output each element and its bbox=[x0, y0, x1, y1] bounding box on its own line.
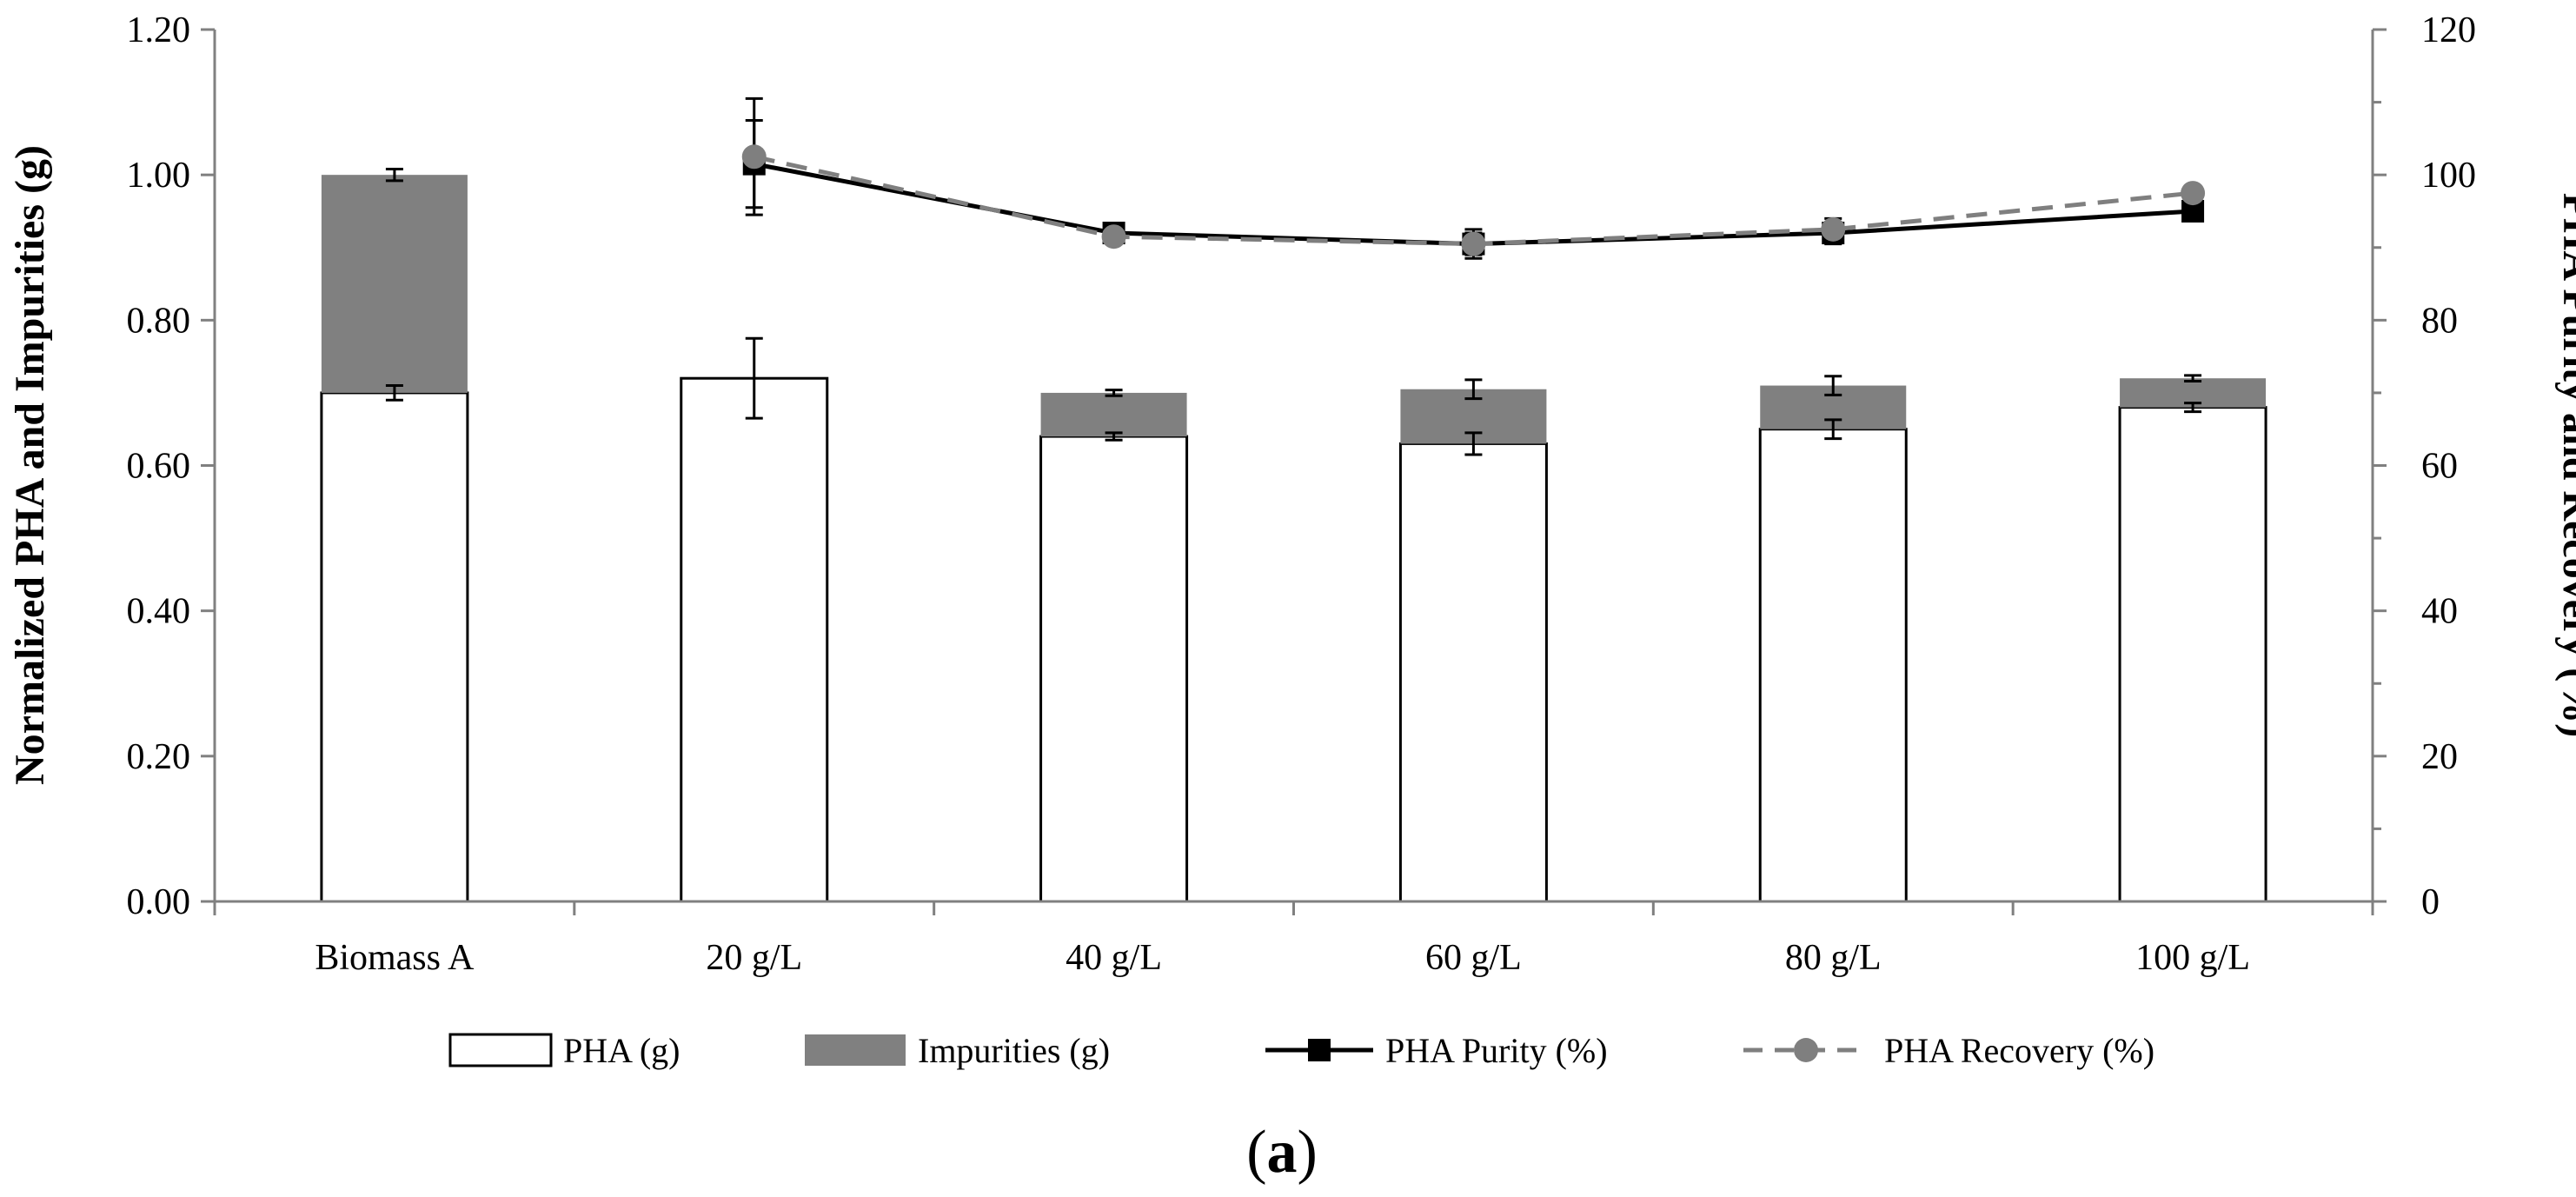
bar-pha-2 bbox=[1039, 435, 1189, 903]
error-pha-4 bbox=[1824, 418, 1842, 441]
error-pha-5 bbox=[2184, 402, 2202, 414]
point-recovery-1 bbox=[741, 144, 767, 170]
bar-impurities-0 bbox=[321, 175, 468, 393]
legend-marker-purity bbox=[1308, 1039, 1331, 1061]
left-y-axis-label: Normalized PHA and Impurities (g) bbox=[7, 145, 53, 785]
error-impurities-3 bbox=[1464, 378, 1483, 401]
point-recovery-5 bbox=[2181, 181, 2206, 206]
x-tick-label-4: 80 g/L bbox=[1785, 938, 1882, 978]
legend: PHA (g) Impurities (g) PHA Purity (%) PH… bbox=[448, 1031, 2154, 1070]
legend-label-recovery: PHA Recovery (%) bbox=[1884, 1031, 2154, 1070]
legend-swatch-pha bbox=[448, 1033, 553, 1067]
left-y-tick-label-5: 1.00 bbox=[127, 156, 191, 196]
error-pha-3 bbox=[1464, 431, 1483, 456]
bars-layer bbox=[320, 167, 2267, 903]
x-tick-label-2: 40 g/L bbox=[1066, 938, 1162, 978]
point-recovery-3 bbox=[1461, 231, 1486, 256]
right-y-tick-label-6: 120 bbox=[2421, 10, 2476, 50]
left-y-tick-label-0: 0.00 bbox=[127, 882, 191, 922]
error-pha-0 bbox=[385, 384, 403, 402]
panel-label: (a) bbox=[1246, 1119, 1318, 1186]
lines-layer bbox=[741, 96, 2206, 260]
ticks-layer: 0.00 0.20 0.40 0.60 0.80 1.00 1.20 0 20 40 60 80 100… bbox=[127, 10, 2477, 978]
left-y-tick-label-4: 0.80 bbox=[127, 301, 191, 341]
left-y-tick-label-2: 0.40 bbox=[127, 592, 191, 632]
error-pha-1 bbox=[745, 336, 763, 420]
axes-layer bbox=[213, 30, 2374, 903]
legend-marker-recovery bbox=[1794, 1038, 1818, 1062]
x-tick-label-0: Biomass A bbox=[315, 938, 475, 978]
error-impurities-2 bbox=[1105, 389, 1123, 397]
error-pha-2 bbox=[1105, 431, 1123, 442]
legend-label-purity: PHA Purity (%) bbox=[1385, 1031, 1608, 1070]
point-recovery-2 bbox=[1101, 224, 1126, 249]
x-tick-label-3: 60 g/L bbox=[1425, 938, 1522, 978]
error-impurities-4 bbox=[1824, 375, 1842, 396]
error-impurities-5 bbox=[2184, 374, 2202, 383]
x-tick-label-1: 20 g/L bbox=[706, 938, 802, 978]
bar-pha-3 bbox=[1398, 442, 1548, 903]
left-y-tick-label-3: 0.60 bbox=[127, 447, 191, 487]
bar-pha-4 bbox=[1758, 428, 1908, 903]
right-y-axis-label: PHA Purity and Recovery (%) bbox=[2554, 193, 2576, 738]
x-tick-label-5: 100 g/L bbox=[2135, 938, 2250, 978]
right-y-tick-label-1: 20 bbox=[2421, 737, 2458, 777]
right-y-tick-label-4: 80 bbox=[2421, 301, 2458, 341]
legend-label-pha: PHA (g) bbox=[563, 1031, 680, 1070]
bar-impurities-2 bbox=[1040, 392, 1187, 437]
left-y-tick-label-1: 0.20 bbox=[127, 737, 191, 777]
bar-pha-0 bbox=[320, 391, 469, 903]
right-y-tick-label-5: 100 bbox=[2421, 156, 2476, 196]
right-y-tick-label-0: 0 bbox=[2421, 882, 2440, 922]
right-y-tick-label-2: 40 bbox=[2421, 592, 2458, 632]
legend-label-impurities: Impurities (g) bbox=[918, 1031, 1110, 1070]
right-y-tick-label-3: 60 bbox=[2421, 447, 2458, 487]
bar-pha-5 bbox=[2118, 406, 2267, 903]
left-y-tick-label-6: 1.20 bbox=[127, 10, 191, 50]
legend-swatch-impurities bbox=[805, 1034, 906, 1066]
error-impurities-0 bbox=[385, 167, 403, 183]
bar-pha-1 bbox=[680, 376, 829, 903]
point-recovery-4 bbox=[1821, 216, 1846, 242]
